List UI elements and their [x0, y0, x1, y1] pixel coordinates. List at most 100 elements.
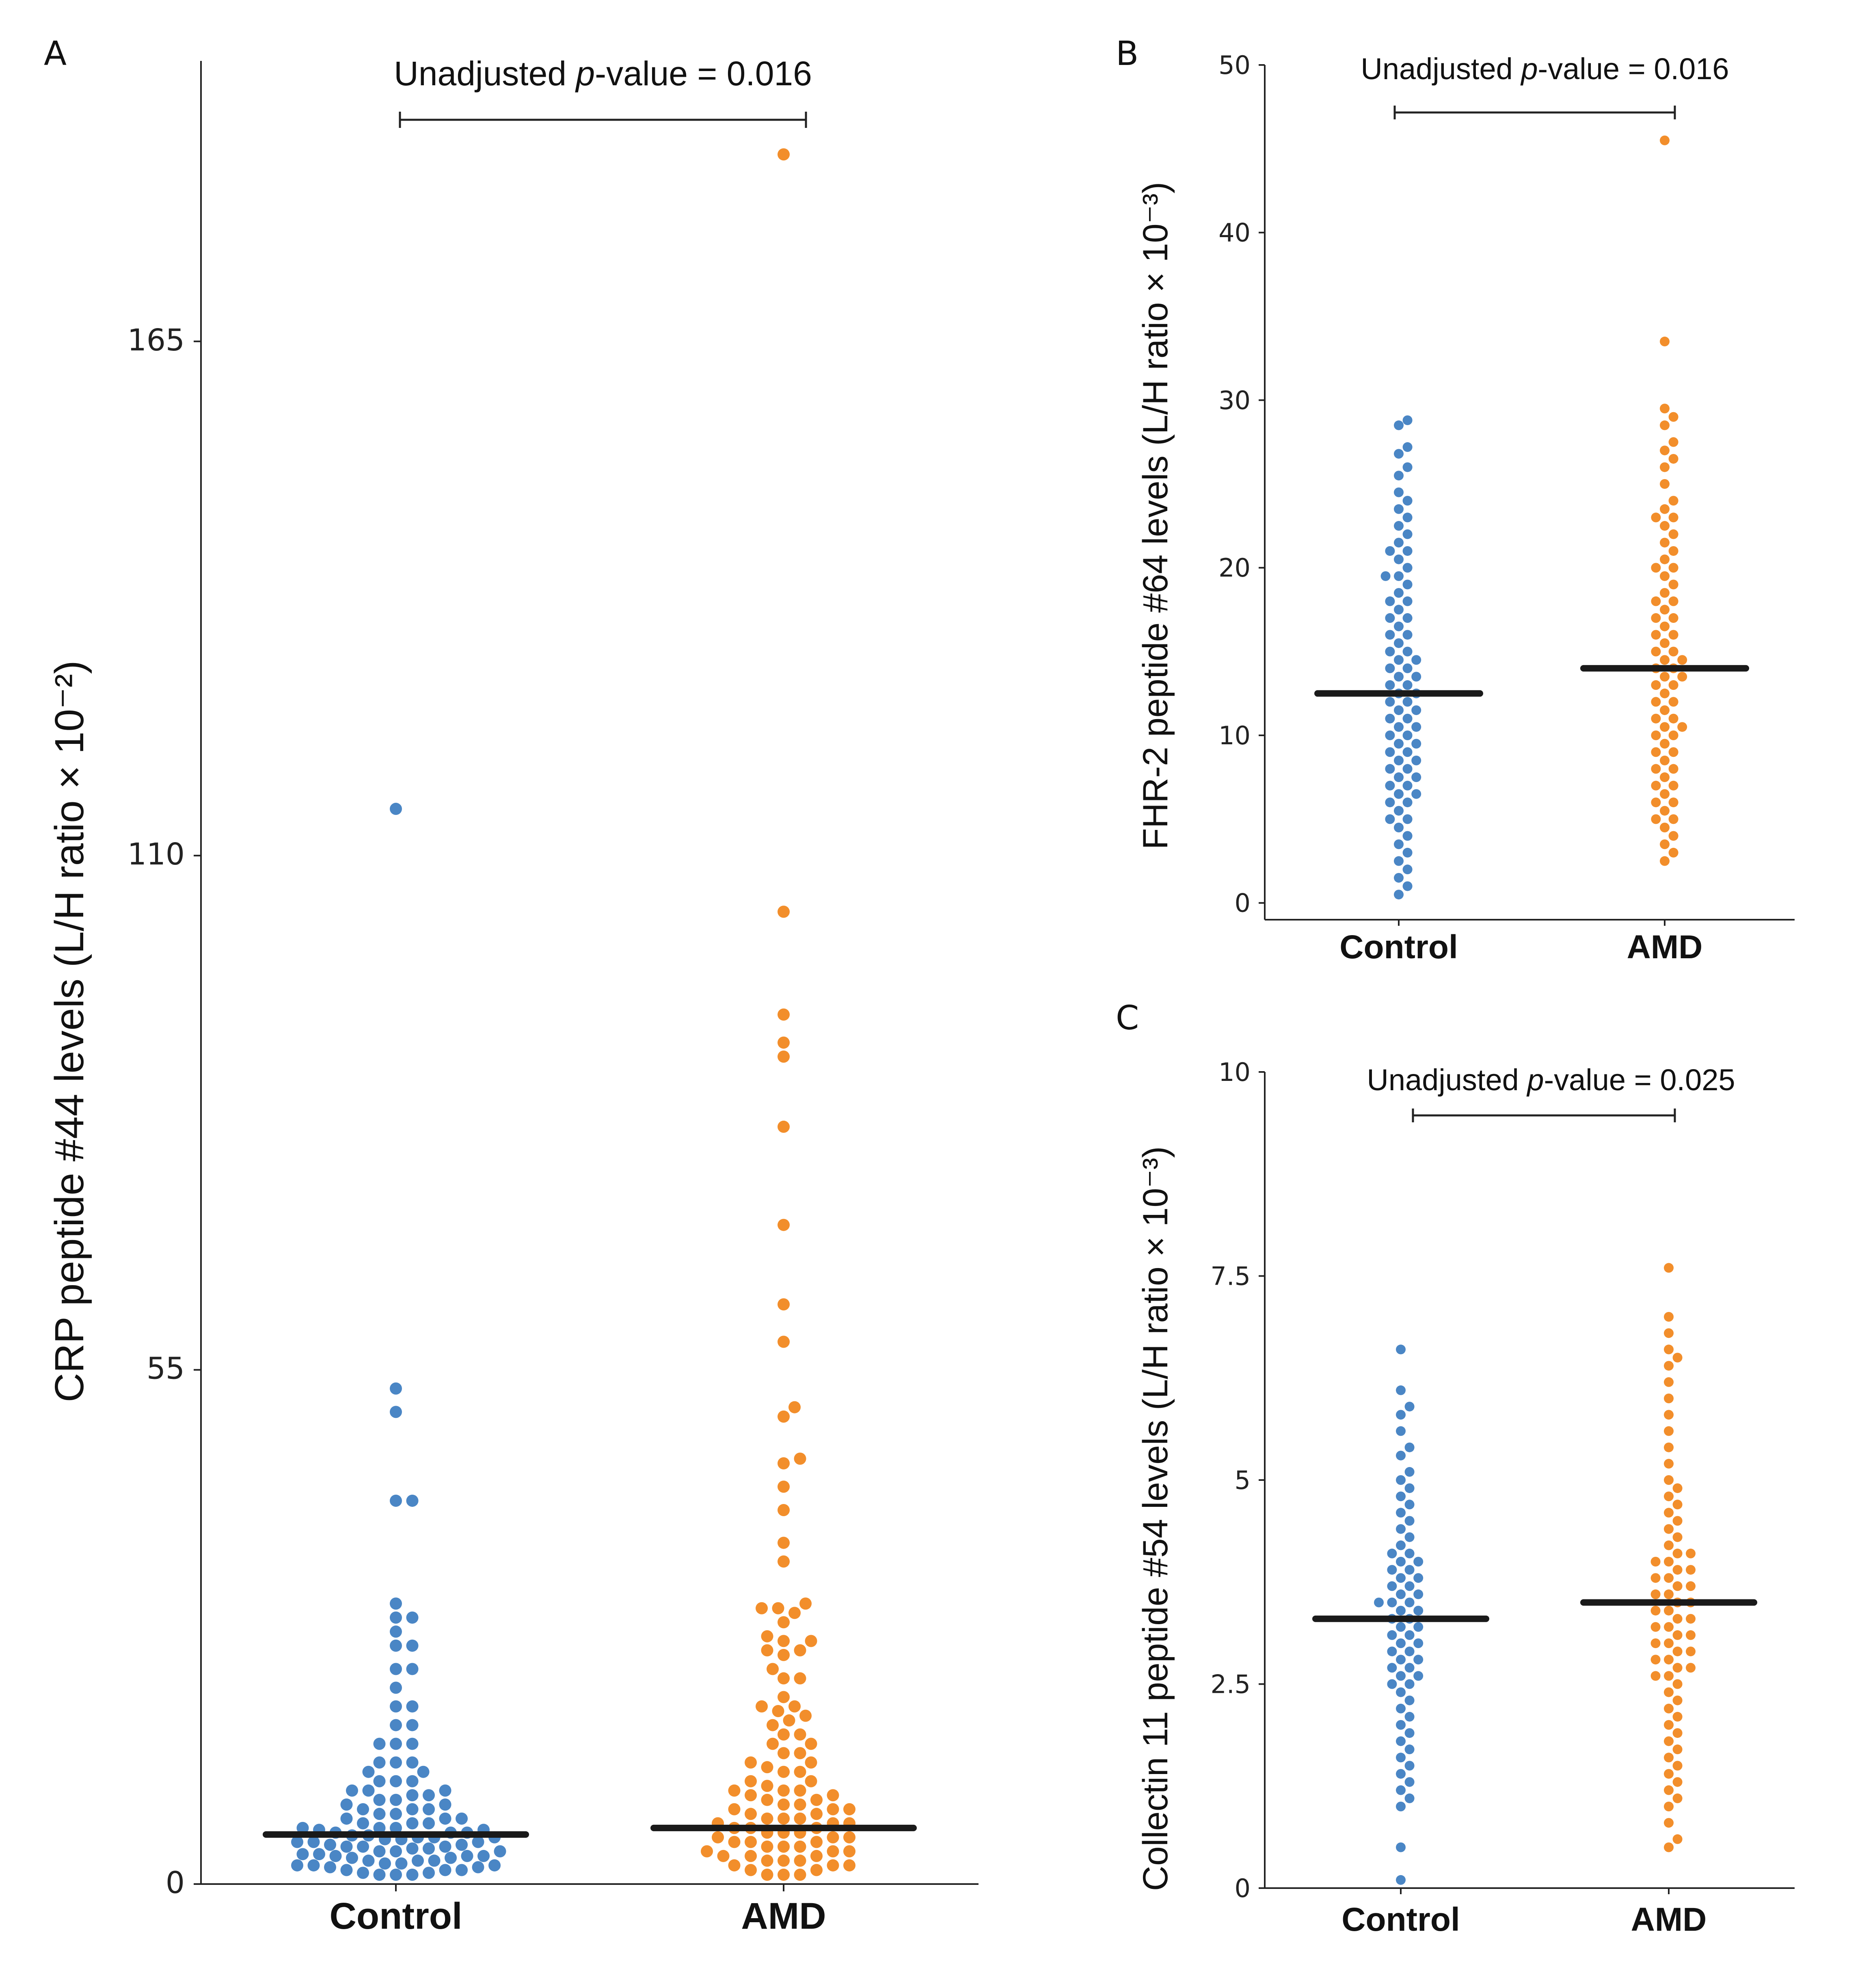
panel-a-point-control: [346, 1784, 358, 1797]
panel-c-pvalue-annotation: Unadjusted p-value = 0.025: [1367, 1063, 1735, 1097]
panel-a-point-amd: [794, 1728, 806, 1741]
panel-b-point-amd: [1660, 479, 1670, 489]
panel-b-point-control: [1394, 755, 1404, 765]
panel-c-point-amd: [1664, 1361, 1674, 1371]
panel-b-point-control: [1402, 546, 1413, 556]
panel-b-point-control: [1411, 705, 1421, 715]
panel-c-point-control: [1374, 1597, 1384, 1608]
panel-c-point-control: [1387, 1630, 1397, 1640]
panel-c-point-control: [1413, 1557, 1424, 1567]
panel-c-point-amd: [1664, 1263, 1674, 1273]
panel-a-point-control: [390, 1794, 402, 1806]
panel-a-point-control: [390, 1639, 402, 1652]
panel-b-point-amd: [1660, 739, 1670, 749]
panel-a-point-control: [357, 1803, 369, 1815]
panel-a-significance-bracket: [399, 112, 807, 128]
panel-a-point-amd: [788, 1401, 801, 1413]
panel-a-point-amd: [761, 1794, 773, 1806]
panel-b-point-amd: [1668, 596, 1678, 606]
panel-b-point-control: [1411, 722, 1421, 732]
panel-b-point-amd: [1651, 646, 1661, 657]
panel-b-point-amd: [1668, 730, 1678, 740]
panel-a-point-amd: [756, 1700, 768, 1713]
panel-a-point-amd: [843, 1831, 855, 1843]
panel-a-point-amd: [794, 1644, 806, 1657]
panel-a-point-amd: [778, 1410, 790, 1423]
panel-b-point-control: [1402, 780, 1413, 791]
panel-a-point-control: [390, 1719, 402, 1731]
panel-b-point-control: [1402, 462, 1413, 472]
panel-a-point-control: [373, 1775, 386, 1787]
panel-b-point-control: [1385, 780, 1395, 791]
panel-a-point-control: [340, 1864, 353, 1876]
panel-a-point-amd: [778, 1691, 790, 1703]
panel-b-point-amd: [1651, 730, 1661, 740]
panel-b-point-control: [1385, 747, 1395, 757]
panel-c-point-amd: [1664, 1312, 1674, 1322]
panel-b-point-control: [1394, 873, 1404, 883]
panel-a-point-control: [390, 1808, 402, 1820]
panel-c-point-amd: [1650, 1557, 1661, 1567]
panel-a-point-control: [313, 1848, 325, 1861]
panel-a-point-amd: [843, 1845, 855, 1858]
panel-a-point-amd: [761, 1630, 773, 1642]
panel-a-point-control: [296, 1848, 309, 1861]
panel-c-point-control: [1396, 1524, 1406, 1534]
panel-a-x-label-control: Control: [329, 1895, 462, 1937]
panel-c-point-control: [1413, 1606, 1424, 1616]
panel-a-point-amd: [728, 1803, 741, 1815]
panel-b-point-amd: [1660, 772, 1670, 782]
panel-b-y-tick-label: 30: [1218, 385, 1251, 415]
panel-a-point-control: [362, 1854, 375, 1867]
panel-b-point-control: [1402, 680, 1413, 690]
panel-b-point-control: [1394, 839, 1404, 849]
panel-a-point-amd: [778, 1555, 790, 1568]
panel-c-x-label-control: Control: [1341, 1901, 1460, 1938]
panel-b-point-amd: [1668, 437, 1678, 447]
panel-b-point-control: [1402, 442, 1413, 452]
panel-a-point-amd: [778, 1672, 790, 1685]
panel-c-point-control: [1396, 1622, 1406, 1632]
panel-c-point-amd: [1672, 1548, 1683, 1558]
panel-c-point-control: [1413, 1573, 1424, 1583]
panel-a-point-control: [477, 1850, 490, 1862]
panel-b-point-amd: [1651, 563, 1661, 573]
panel-b-significance-bracket: [1393, 106, 1676, 119]
panel-a-point-control: [346, 1852, 358, 1864]
panel-c-point-control: [1387, 1679, 1397, 1689]
panel-a-point-control: [390, 1611, 402, 1624]
panel-a-point-control: [362, 1765, 375, 1778]
panel-c-point-control: [1387, 1597, 1397, 1608]
panel-b-point-amd: [1660, 722, 1670, 732]
panel-a-point-amd: [778, 905, 790, 918]
panel-b-point-amd: [1660, 538, 1670, 548]
panel-b-point-control: [1411, 789, 1421, 799]
panel-c-point-amd: [1664, 1736, 1674, 1746]
panel-a-point-amd: [767, 1737, 779, 1750]
panel-c-point-control: [1396, 1687, 1406, 1697]
panel-c-point-control: [1404, 1695, 1415, 1705]
panel-c-point-amd: [1686, 1581, 1696, 1591]
panel-b-point-control: [1402, 415, 1413, 426]
panel-a-point-control: [390, 1382, 402, 1395]
panel-b-point-control: [1385, 764, 1395, 774]
panel-a-point-amd: [778, 1219, 790, 1231]
panel-c-y-tick-label: 0: [1235, 1873, 1251, 1903]
panel-c-point-control: [1396, 1426, 1406, 1436]
panel-a-point-control: [395, 1857, 408, 1870]
panel-b-point-control: [1394, 672, 1404, 682]
panel-c-point-amd: [1672, 1532, 1683, 1542]
panel-b-point-control: [1385, 596, 1395, 606]
panel-b-point-control: [1394, 588, 1404, 598]
panel-c-point-control: [1404, 1548, 1415, 1558]
panel-a-point-amd: [778, 1854, 790, 1867]
panel-c-point-control: [1396, 1508, 1406, 1518]
panel-a-point-control: [472, 1836, 484, 1848]
panel-a-point-control: [324, 1839, 336, 1851]
panel-c-point-amd: [1664, 1785, 1674, 1795]
panel-a-y-tick-label: 110: [127, 837, 185, 872]
panel-b-point-control: [1402, 596, 1413, 606]
panel-c-point-control: [1396, 1655, 1406, 1665]
panel-a-point-amd: [843, 1803, 855, 1815]
panel-c-point-amd: [1650, 1638, 1661, 1648]
